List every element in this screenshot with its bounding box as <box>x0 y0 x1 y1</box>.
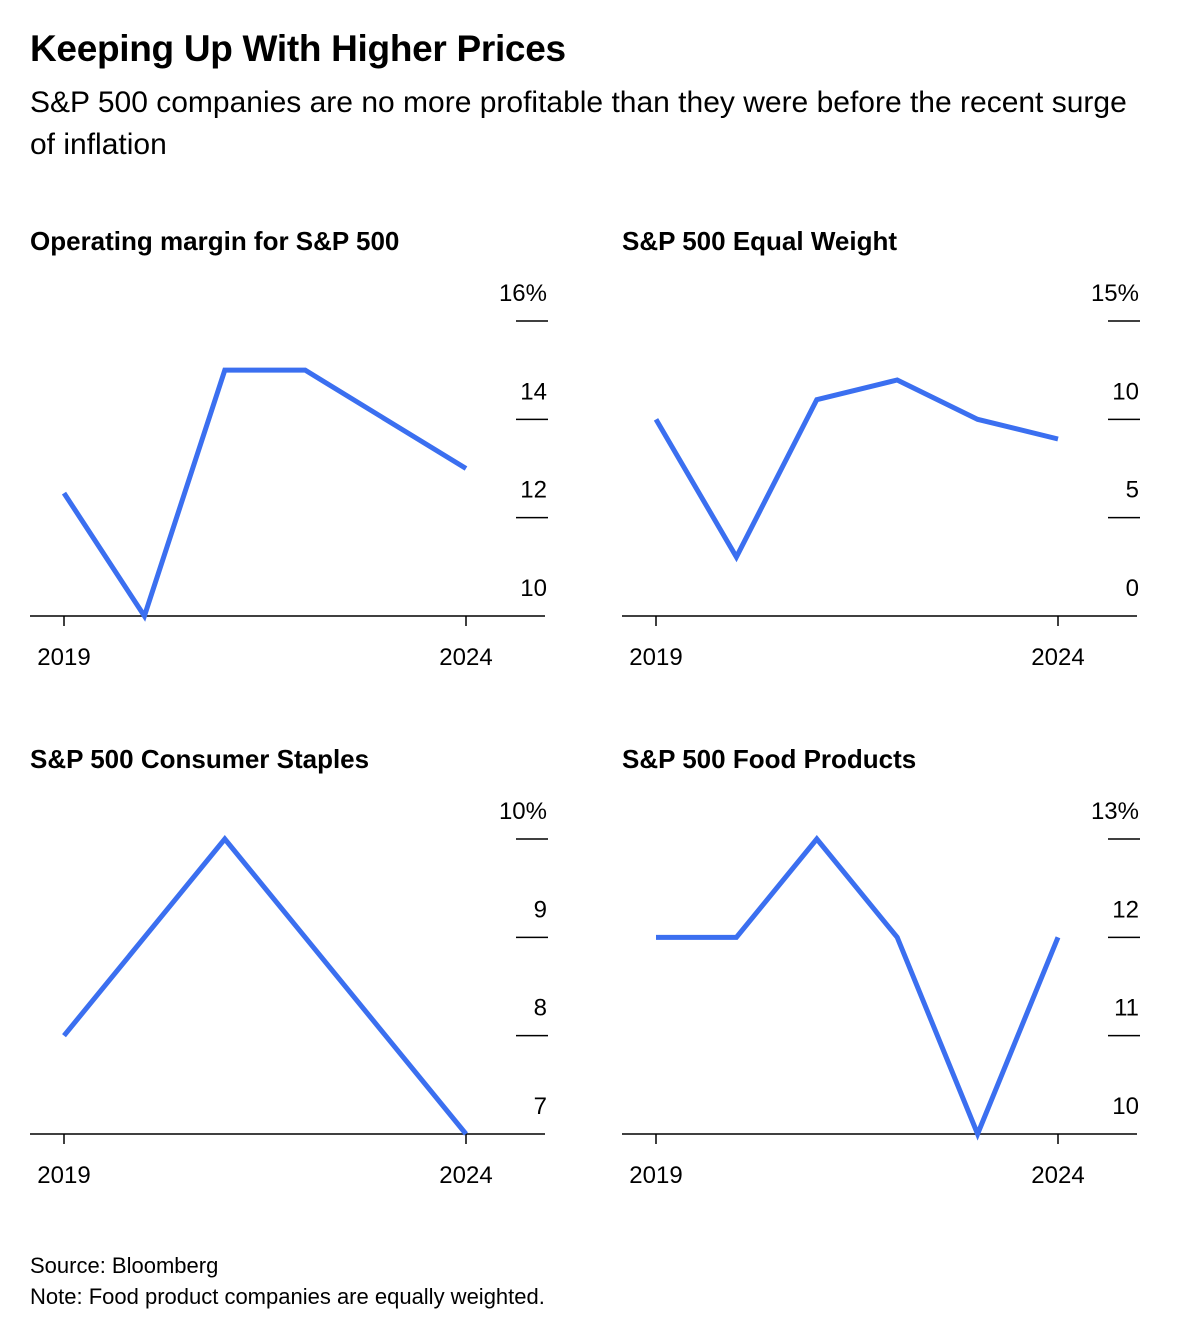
x-tick-label: 2019 <box>629 644 682 671</box>
chart-title: S&P 500 Equal Weight <box>622 226 898 256</box>
x-tick-label: 2019 <box>37 644 90 671</box>
y-tick-label: 11 <box>1114 995 1139 1022</box>
x-tick-label: 2024 <box>439 1162 492 1189</box>
y-tick-label: 10% <box>499 798 547 825</box>
y-tick-label: 12 <box>520 477 547 504</box>
line-chart: 7 8 9 10% 2019 2024 <box>30 798 548 1189</box>
y-tick-label: 12 <box>1112 896 1139 923</box>
chart-title: Operating margin for S&P 500 <box>30 226 400 256</box>
series-line <box>61 367 468 622</box>
x-tick-label: 2019 <box>629 1162 682 1189</box>
y-tick-label: 16% <box>499 280 547 307</box>
chart-panel-2: S&P 500 Equal Weight 0 5 10 15% 2019 2024 <box>622 224 1182 704</box>
y-tick-label: 13% <box>1091 798 1139 825</box>
line-chart: 10 12 14 16% 2019 2024 <box>30 280 548 671</box>
chart-title: S&P 500 Food Products <box>622 744 917 774</box>
x-tick-label: 2024 <box>1031 644 1084 671</box>
x-tick-label: 2024 <box>439 644 492 671</box>
chart-panel-1: Operating margin for S&P 500 10 12 14 16% 20… <box>30 224 590 704</box>
y-tick-label: 14 <box>520 378 547 405</box>
y-tick-label: 10 <box>1112 378 1139 405</box>
y-tick-label: 8 <box>534 995 547 1022</box>
chart-title: S&P 500 Consumer Staples <box>30 744 370 774</box>
chart-panel-3: S&P 500 Consumer Staples 7 8 9 10% 2019 2024 <box>30 742 590 1222</box>
line-chart: 0 5 10 15% 2019 2024 <box>622 280 1140 671</box>
series-line <box>653 377 1059 563</box>
y-tick-label: 10 <box>1112 1093 1139 1120</box>
footnote: Note: Food product companies are equally… <box>30 1284 545 1309</box>
y-tick-label: 0 <box>1126 575 1139 602</box>
chart-footer: Source: Bloomberg Note: Food product com… <box>30 1250 545 1312</box>
y-tick-label: 15% <box>1091 280 1139 307</box>
page-subtitle: S&P 500 companies are no more profitable… <box>30 86 1127 161</box>
series-line <box>62 835 468 1136</box>
y-tick-label: 5 <box>1126 477 1139 504</box>
line-chart: 10 11 12 13% 2019 2024 <box>622 798 1140 1189</box>
y-tick-label: 7 <box>534 1093 547 1120</box>
series-line <box>656 835 1061 1141</box>
source-note: Source: Bloomberg <box>30 1253 219 1278</box>
y-tick-label: 9 <box>534 896 547 923</box>
page-title: Keeping Up With Higher Prices <box>30 28 566 69</box>
y-tick-label: 10 <box>520 575 547 602</box>
chart-panel-4: S&P 500 Food Products 10 11 12 13% 2019 2024 <box>622 742 1182 1222</box>
x-tick-label: 2019 <box>37 1162 90 1189</box>
x-tick-label: 2024 <box>1031 1162 1084 1189</box>
